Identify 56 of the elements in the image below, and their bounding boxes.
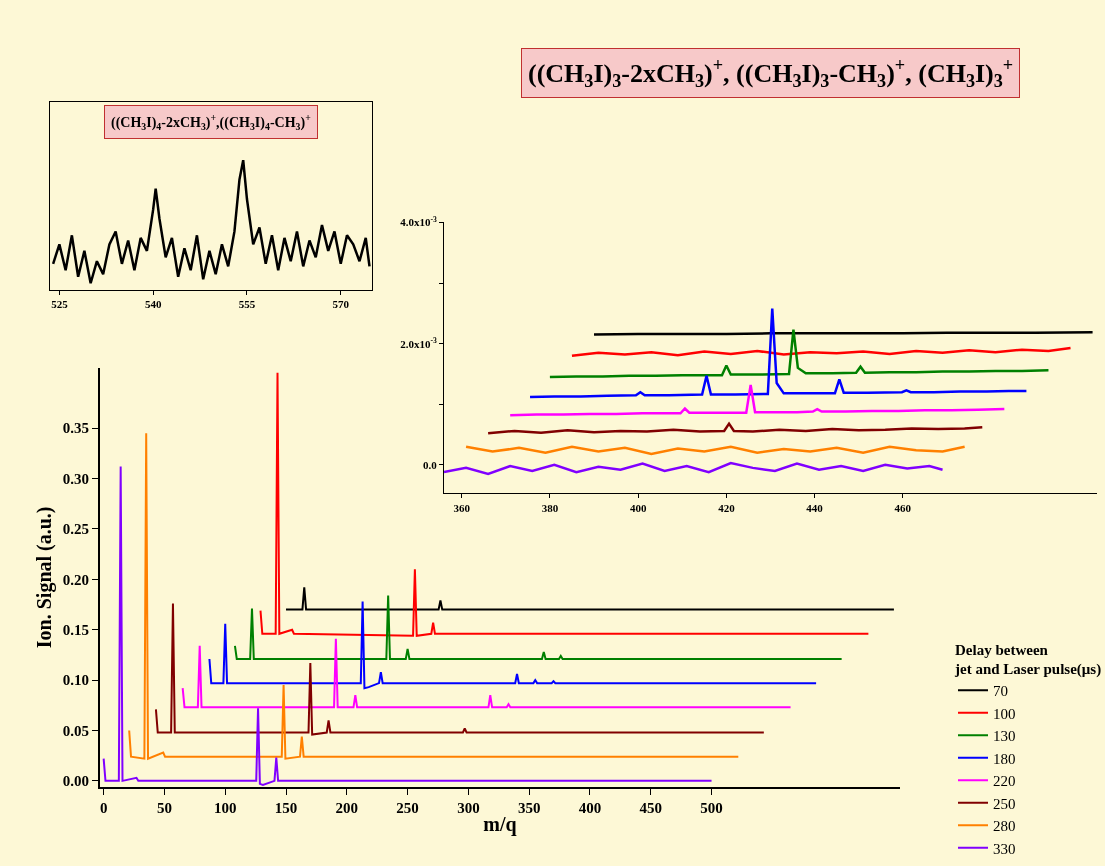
- legend-label: 280: [993, 818, 1016, 835]
- legend-label: 130: [993, 728, 1016, 745]
- line-series: [486, 422, 984, 435]
- line-series: [181, 637, 792, 709]
- legend-label: 220: [993, 773, 1016, 790]
- x-tick-label: 200: [335, 799, 359, 816]
- line-series: [444, 461, 944, 476]
- x-tick-label: 440: [806, 501, 824, 514]
- line-series: [508, 383, 1006, 417]
- y-tick-label: 0.0: [423, 458, 438, 471]
- line-series: [528, 307, 1028, 399]
- x-tick-label: 250: [396, 799, 419, 816]
- line-series: [154, 602, 765, 736]
- legend-label: 330: [993, 840, 1016, 857]
- x-tick-label: 50: [156, 799, 172, 816]
- y-tick-label: 0.15: [62, 621, 89, 638]
- y-tick-label: 2.0x10$^{-3}$: [400, 335, 437, 350]
- y-tick-label: 0.05: [62, 722, 89, 739]
- x-tick-label: 0: [99, 799, 108, 816]
- x-tick-label: 350: [517, 799, 541, 816]
- y-tick-label: 4.0x10$^{-3}$: [400, 214, 437, 229]
- x-tick-label: 300: [457, 799, 480, 816]
- legend-label: 180: [993, 750, 1016, 767]
- x-tick-label: 525: [51, 297, 69, 310]
- y-tick-label: 0.20: [62, 571, 89, 588]
- y-tick-label: 0.35: [62, 420, 89, 437]
- legend-label: 100: [993, 705, 1016, 722]
- x-tick-label: 400: [578, 799, 602, 816]
- x-tick-label: 500: [700, 799, 723, 816]
- x-tick-label: 420: [718, 501, 736, 514]
- x-tick-label: 360: [453, 501, 471, 514]
- line-series: [464, 445, 966, 456]
- y-tick-label: 0.30: [62, 470, 89, 487]
- x-tick-label: 540: [144, 297, 162, 310]
- x-tick-label: 450: [639, 799, 663, 816]
- x-tick-label: 400: [629, 501, 647, 514]
- x-tick-label: 380: [541, 501, 559, 514]
- x-axis-title: m/q: [483, 812, 517, 836]
- x-tick-label: 460: [894, 501, 912, 514]
- y-tick-label: 0.00: [62, 773, 89, 790]
- legend-label: 70: [993, 683, 1008, 700]
- y-tick-label: 0.10: [62, 672, 89, 689]
- line-series: [233, 594, 843, 660]
- y-axis-title: Ion. Signal (a.u.): [32, 506, 56, 649]
- x-tick-label: 100: [213, 799, 237, 816]
- line-series: [570, 346, 1072, 358]
- line-series: [259, 371, 870, 637]
- x-tick-label: 150: [274, 799, 298, 816]
- y-tick-label: 0.25: [62, 521, 89, 538]
- line-series: [208, 600, 818, 690]
- line-series: [128, 432, 740, 760]
- x-tick-label: 555: [238, 297, 256, 310]
- legend-title: Delay between jet and Laser pulse(μs): [954, 641, 1102, 678]
- x-tick-label: 570: [332, 297, 350, 310]
- line-series: [548, 328, 1050, 379]
- chart-title: ((CH$_{3}$I)$_{4}$-2xCH$_{3}$)$^{+}$,((CH$_{3}$I)$_{4}$-CH$_{3}$)$^{+}$: [111, 112, 311, 132]
